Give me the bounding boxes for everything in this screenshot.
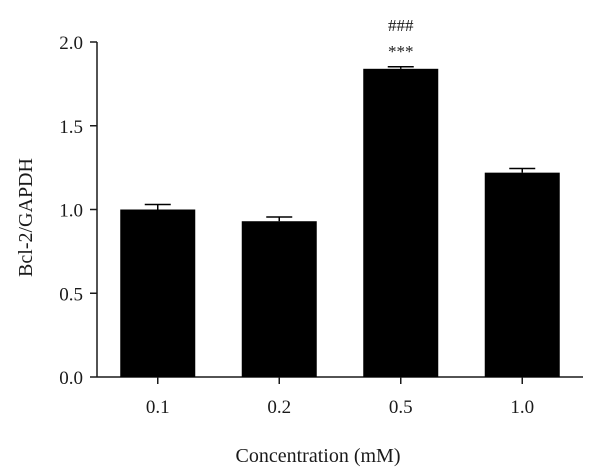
y-tick-label: 2.0 xyxy=(59,33,83,54)
x-axis: 0.1 0.2 0.5 1.0 xyxy=(97,376,583,418)
bar-0.5 xyxy=(363,68,439,378)
y-axis-title: Bcl-2/GAPDH xyxy=(15,158,37,277)
bar-0.1 xyxy=(120,209,196,377)
x-axis-title: Concentration (mM) xyxy=(236,445,401,467)
y-axis: 0.0 0.5 1.0 1.5 2.0 xyxy=(59,33,98,389)
significance-annotations: ### *** xyxy=(388,16,414,61)
y-tick-label: 1.0 xyxy=(59,201,83,222)
significance-marker: *** xyxy=(388,42,414,61)
error-bars xyxy=(144,66,536,222)
y-tick-label: 1.5 xyxy=(59,117,83,138)
significance-marker: ### xyxy=(388,16,414,35)
x-tick-label: 1.0 xyxy=(510,397,534,418)
y-tick-label: 0.0 xyxy=(59,368,83,389)
x-tick-label: 0.5 xyxy=(389,397,413,418)
bar-1.0 xyxy=(484,172,560,377)
bar-0.2 xyxy=(241,221,317,377)
bars xyxy=(120,68,560,378)
x-tick-label: 0.1 xyxy=(146,397,170,418)
x-tick-label: 0.2 xyxy=(267,397,291,418)
y-tick-label: 0.5 xyxy=(59,284,83,305)
